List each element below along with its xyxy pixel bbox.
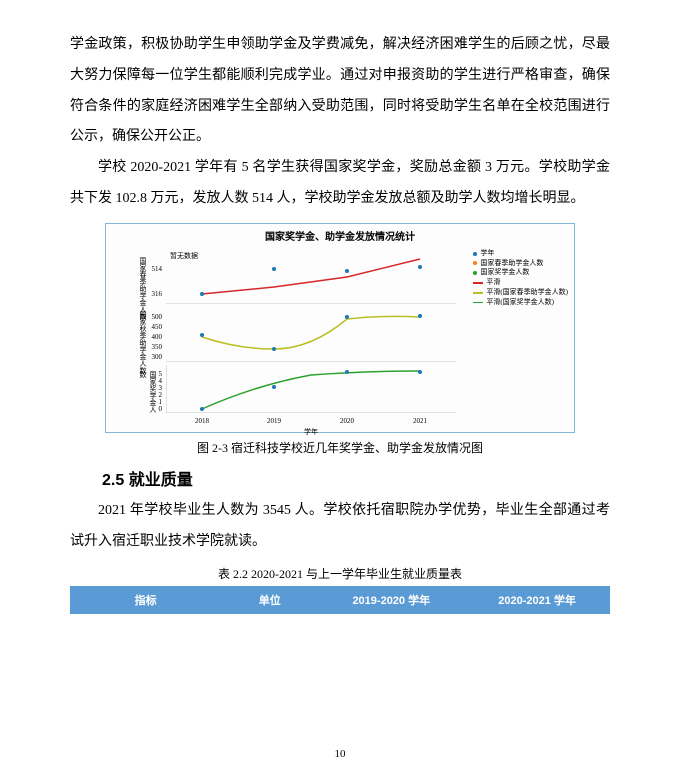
th-year1: 2019-2020 学年 [318,586,464,614]
panel2-ylabel: 国家秋季助学金人数 [138,311,148,374]
chart-xlabel: 学年 [304,427,318,437]
no-data-label: 暂无数据 [170,251,198,261]
chart-legend: 学年 国家春季助学金人数 国家奖学金人数 平滑 平滑(国家春季助学金人数) 平滑… [473,249,568,308]
chart-panel-1 [166,249,456,304]
section-heading-2-5: 2.5 就业质量 [70,466,610,490]
employment-table: 指标 单位 2019-2020 学年 2020-2021 学年 [70,586,610,614]
panel3-ylabel: 国家奖学金人数 [138,371,158,414]
th-unit: 单位 [221,586,318,614]
chart-container: 国家奖学金、助学金发放情况统计 国家春季助学金人数 316 514 暂无数据 [105,223,575,433]
paragraph-1: 学金政策，积极协助学生申领助学金及学费减免，解决经济困难学生的后顾之忧，尽最大努… [70,30,610,153]
chart-panel-3 [166,365,456,413]
th-indicator: 指标 [70,586,221,614]
panel1-tick-316: 316 [152,290,163,298]
table-caption: 表 2.2 2020-2021 与上一学年毕业生就业质量表 [70,565,610,582]
chart-title: 国家奖学金、助学金发放情况统计 [106,228,574,243]
table-header-row: 指标 单位 2019-2020 学年 2020-2021 学年 [70,586,610,614]
panel1-tick-514: 514 [152,265,163,273]
th-year2: 2020-2021 学年 [464,586,610,614]
chart-caption: 图 2-3 宿迁科技学校近几年奖学金、助学金发放情况图 [70,439,610,456]
paragraph-3: 2021 年学校毕业生人数为 3545 人。学校依托宿职院办学优势，毕业生全部通… [70,496,610,558]
paragraph-2: 学校 2020-2021 学年有 5 名学生获得国家奖学金，奖励总金额 3 万元… [70,153,610,215]
page-number: 10 [0,748,680,760]
chart-panel-2 [166,307,456,362]
chart-plot: 国家春季助学金人数 316 514 暂无数据 国家秋季助学金人数 300 350… [166,249,456,414]
